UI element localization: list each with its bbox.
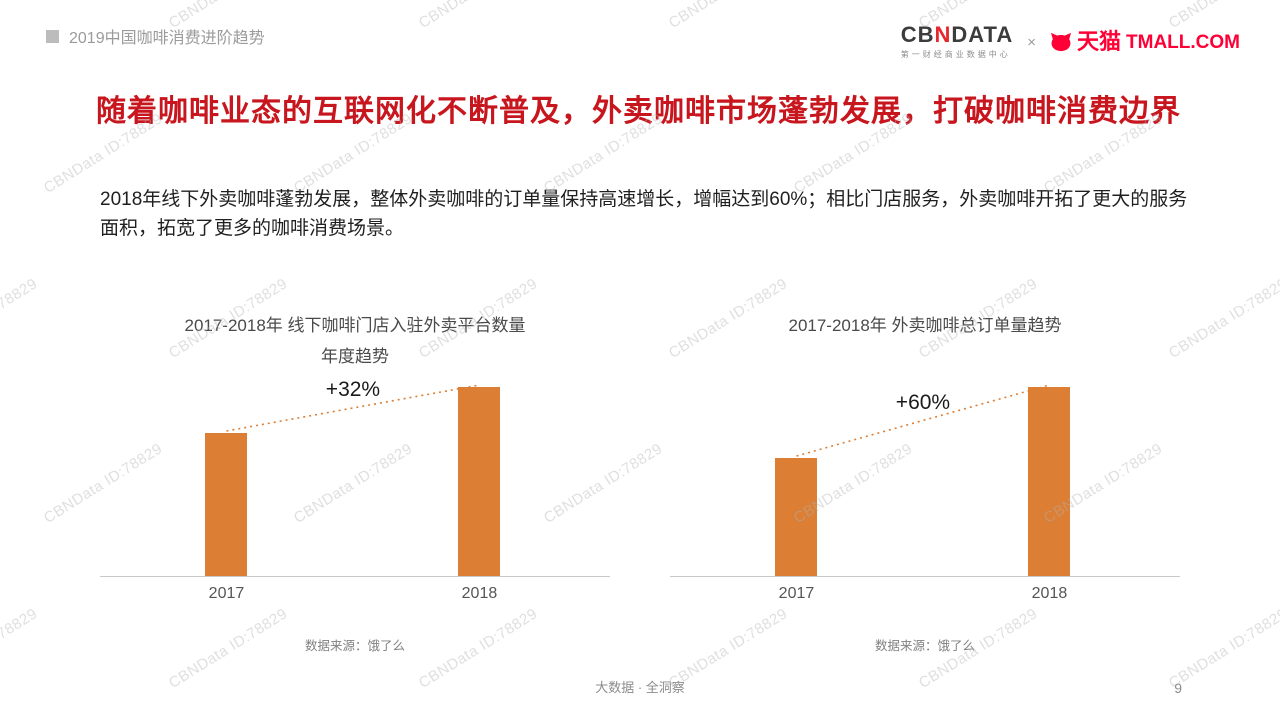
- chart-delivery-orders: 2017-2018年 外卖咖啡总订单量趋势 +60% 2017 2018 数据来源…: [670, 300, 1180, 654]
- bar-2017: [775, 458, 817, 576]
- page-title: 随着咖啡业态的互联网化不断普及，外卖咖啡市场蓬勃发展，打破咖啡消费边界: [96, 95, 1181, 128]
- tmall-logo: 天猫 TMALL.COM: [1050, 31, 1240, 53]
- plot-area: +32%: [100, 372, 610, 577]
- tmall-cat-icon: [1051, 32, 1071, 52]
- body-paragraph: 2018年线下外卖咖啡蓬勃发展，整体外卖咖啡的订单量保持高速增长，增幅达到60%…: [100, 189, 1188, 240]
- bar-2017: [205, 433, 247, 576]
- x-axis-labels: 2017 2018: [670, 585, 1180, 611]
- data-source: 数据来源：饿了么: [304, 639, 405, 653]
- cbndata-wordmark: CBNDATA: [900, 22, 1014, 47]
- slide-header: 2019中国咖啡消费进阶趋势 CBNDATA 第一财经商业数据中心 × 天猫 T…: [46, 24, 1240, 60]
- cbndata-logo: CBNDATA 第一财经商业数据中心: [901, 24, 1014, 60]
- chart-offline-stores: 2017-2018年 线下咖啡门店入驻外卖平台数量 年度趋势 +32% 2017…: [100, 300, 610, 654]
- chart-title-line2: 年度趋势: [321, 347, 389, 367]
- breadcrumb-label: 2019中国咖啡消费进阶趋势: [69, 30, 265, 47]
- data-source: 数据来源：饿了么: [874, 639, 975, 653]
- trend-dotted-line: [226, 384, 480, 432]
- chart-title-line1: 2017-2018年 线下咖啡门店入驻外卖平台数量: [184, 316, 526, 335]
- logo-separator: ×: [1027, 33, 1036, 51]
- x-axis-labels: 2017 2018: [100, 585, 610, 611]
- trend-dotted-line: [796, 384, 1050, 457]
- growth-annotation: +60%: [895, 390, 951, 414]
- footer-tagline: 大数据 · 全洞察: [595, 680, 685, 695]
- bullet-square-icon: [46, 29, 59, 43]
- growth-annotation: +32%: [325, 378, 381, 401]
- x-tick-label: 2017: [208, 585, 245, 602]
- logo-group: CBNDATA 第一财经商业数据中心 × 天猫 TMALL.COM: [901, 24, 1240, 60]
- tmall-en-label: TMALL.COM: [1126, 31, 1240, 53]
- breadcrumb: 2019中国咖啡消费进阶趋势: [46, 24, 265, 48]
- cbndata-subtitle: 第一财经商业数据中心: [900, 50, 1011, 59]
- x-tick-label: 2018: [1031, 585, 1068, 602]
- bar-2018: [458, 387, 500, 576]
- tmall-cn-label: 天猫: [1077, 29, 1122, 54]
- plot-area: +60%: [670, 372, 1180, 577]
- bar-2018: [1028, 387, 1070, 576]
- x-tick-label: 2018: [461, 585, 498, 602]
- chart-title: 2017-2018年 外卖咖啡总订单量趋势: [670, 300, 1180, 372]
- chart-title: 2017-2018年 线下咖啡门店入驻外卖平台数量 年度趋势: [100, 300, 610, 372]
- x-tick-label: 2017: [778, 585, 815, 602]
- page-number: 9: [1174, 680, 1182, 696]
- chart-title-line1: 2017-2018年 外卖咖啡总订单量趋势: [788, 316, 1062, 335]
